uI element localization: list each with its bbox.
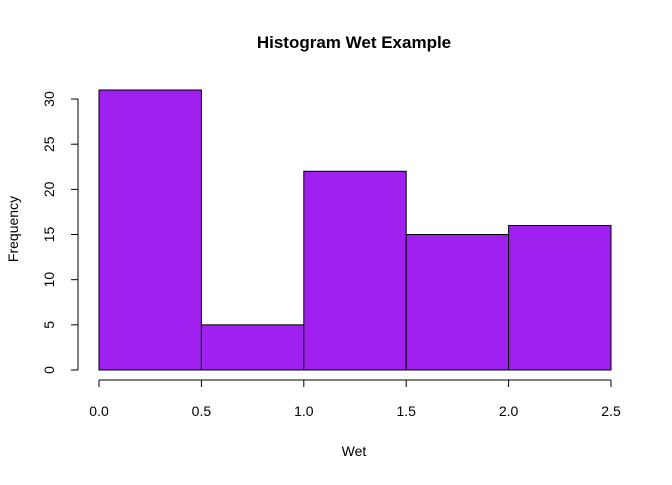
y-axis: 0 5 10 15 20 25 30 [41, 91, 79, 374]
y-tick-label-3: 15 [41, 227, 57, 243]
y-tick-label-4: 20 [41, 181, 57, 197]
histogram-bar-2 [303, 170, 407, 371]
y-tick-label-0: 0 [41, 366, 57, 374]
chart-title: Histogram Wet Example [257, 33, 451, 52]
histogram-bar-3 [405, 234, 510, 371]
y-tick-label-2: 10 [41, 272, 57, 288]
x-tick-label-0: 0.0 [89, 403, 109, 419]
x-axis-label: Wet [342, 443, 367, 459]
histogram-bar-4 [508, 224, 612, 371]
histogram-bar-0 [98, 89, 202, 371]
y-tick-label-1: 5 [41, 321, 57, 329]
x-axis: 0.0 0.5 1.0 1.5 2.0 2.5 [89, 379, 621, 419]
y-tick-label-6: 30 [41, 91, 57, 107]
x-tick-label-2: 1.0 [294, 403, 314, 419]
x-tick-label-1: 0.5 [192, 403, 212, 419]
histogram-bar-1 [200, 324, 305, 371]
y-tick-label-5: 25 [41, 136, 57, 152]
x-tick-label-5: 2.5 [601, 403, 621, 419]
x-tick-label-3: 1.5 [396, 403, 416, 419]
bars-layer [98, 89, 612, 371]
x-tick-label-4: 2.0 [499, 403, 519, 419]
y-axis-label: Frequency [5, 196, 21, 262]
